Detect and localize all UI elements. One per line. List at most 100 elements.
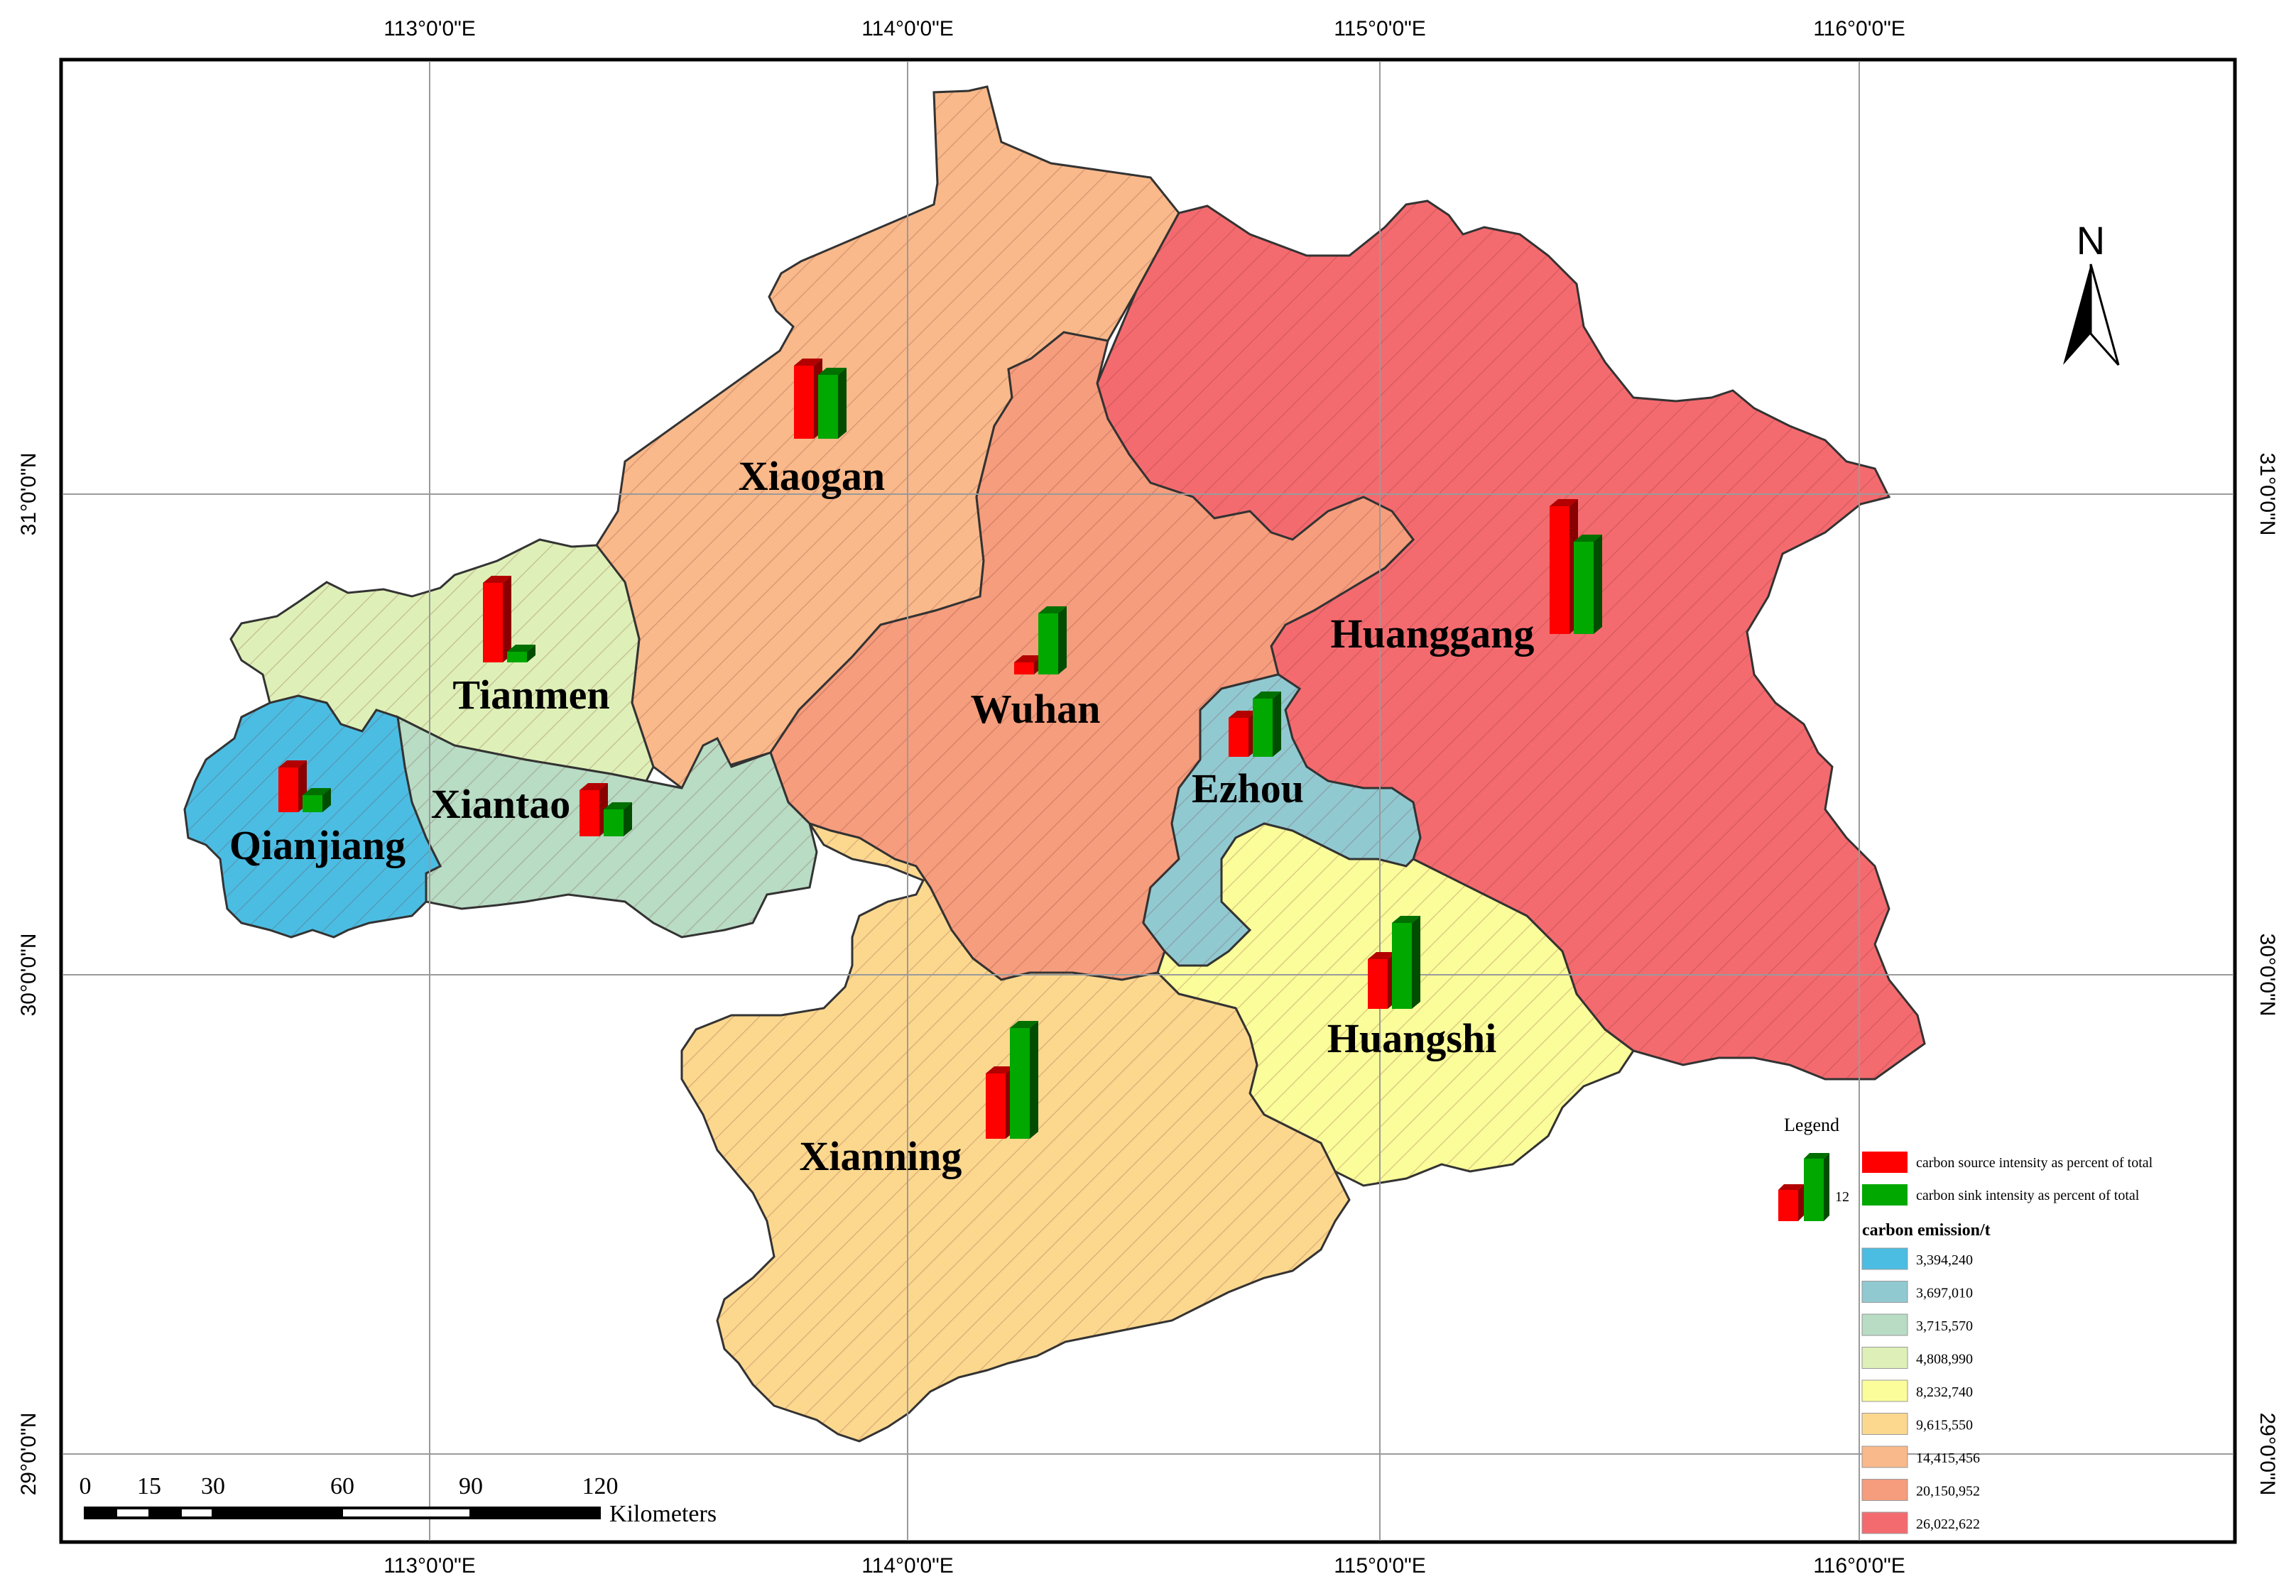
latitude-labels-right: 31°0'0"N 30°0'0"N 29°0'0"N	[2256, 453, 2279, 1496]
bar-pair-tianmen	[483, 576, 535, 662]
scale-tick: 120	[582, 1473, 619, 1499]
lon-label: 114°0'0"E	[861, 17, 954, 40]
lat-label: 31°0'0"N	[17, 453, 40, 536]
source-bar	[1014, 662, 1034, 674]
legend-class-label: 8,232,740	[1916, 1384, 1973, 1400]
legend-sink-swatch	[1862, 1184, 1908, 1206]
lat-label: 29°0'0"N	[2256, 1413, 2279, 1496]
region-hatch	[597, 87, 1179, 788]
legend-class-label: 3,394,240	[1916, 1252, 1973, 1268]
source-bar	[580, 790, 599, 836]
legend-sample-bars: 12	[1778, 1153, 1849, 1221]
city-label-ezhou: Ezhou	[1192, 765, 1304, 811]
lon-label: 113°0'0"E	[383, 1554, 476, 1578]
latitude-labels-left: 31°0'0"N 30°0'0"N 29°0'0"N	[17, 453, 40, 1496]
bar-pair-ezhou	[1229, 692, 1281, 757]
scale-tick: 90	[459, 1473, 483, 1499]
city-label-huangshi: Huangshi	[1327, 1015, 1497, 1061]
city-label-huanggang: Huanggang	[1331, 611, 1535, 657]
legend-class-label: 26,022,622	[1916, 1516, 1980, 1532]
legend-class-swatch	[1861, 1445, 1908, 1468]
source-bar	[1229, 718, 1248, 757]
region-hatch	[771, 332, 1413, 980]
city-labels: Xiaogan Tianmen Xiantao Qianjiang Wuhan …	[229, 453, 1535, 1179]
sink-bar	[303, 795, 322, 812]
sink-bar	[1574, 542, 1594, 634]
longitude-labels-bottom: 113°0'0"E 114°0'0"E 115°0'0"E 116°0'0"E	[383, 1554, 1905, 1578]
lat-label: 31°0'0"N	[2256, 453, 2279, 536]
region-hatch	[185, 696, 440, 937]
bar-pair-wuhan	[1014, 606, 1067, 674]
legend-title: Legend	[1784, 1115, 1839, 1135]
city-label-xianning: Xianning	[800, 1133, 962, 1179]
north-arrow-icon-half	[2089, 263, 2120, 366]
longitude-labels-top: 113°0'0"E 114°0'0"E 115°0'0"E 116°0'0"E	[383, 17, 1905, 40]
scale-tick: 60	[330, 1473, 354, 1499]
lon-label: 113°0'0"E	[383, 17, 476, 40]
legend-class-swatch	[1861, 1379, 1908, 1402]
lon-label: 115°0'0"E	[1334, 17, 1426, 40]
legend-class-swatch	[1861, 1347, 1908, 1369]
lon-label: 116°0'0"E	[1813, 17, 1905, 40]
bar-pair-qianjiang	[278, 760, 331, 812]
source-bar	[986, 1073, 1006, 1139]
scale-tick: 30	[201, 1473, 225, 1499]
legend-classes: 3,394,240 3,697,010 3,715,570 4,808,990 8,23…	[1861, 1247, 1980, 1534]
lat-label: 29°0'0"N	[17, 1413, 40, 1496]
legend-class-swatch	[1861, 1313, 1908, 1336]
legend-class-label: 4,808,990	[1916, 1352, 1973, 1367]
lat-label: 30°0'0"N	[17, 934, 40, 1017]
sink-bar	[1010, 1028, 1030, 1139]
graticule	[62, 61, 2234, 1541]
bar-pair-xiantao	[580, 783, 632, 836]
sink-bar	[604, 809, 624, 836]
source-bar	[794, 366, 814, 439]
legend-source-swatch	[1862, 1152, 1908, 1173]
city-label-wuhan: Wuhan	[971, 686, 1101, 732]
legend-sink-label: carbon sink intensity as percent of tota…	[1916, 1188, 2140, 1203]
lon-label: 116°0'0"E	[1813, 1554, 1905, 1578]
legend-class-swatch	[1861, 1479, 1908, 1501]
source-bar	[483, 583, 503, 662]
legend-source-label: carbon source intensity as percent of to…	[1916, 1155, 2153, 1171]
bar-pair-huangshi	[1368, 916, 1420, 1009]
scale-tick: 0	[80, 1473, 92, 1499]
legend-class-label: 3,697,010	[1916, 1286, 1973, 1301]
sink-bar	[1253, 699, 1273, 757]
city-label-tianmen: Tianmen	[452, 672, 609, 718]
legend: Legend 12 carbon source intensity as per…	[1778, 1115, 2153, 1534]
north-arrow-icon	[2063, 264, 2091, 365]
city-label-qianjiang: Qianjiang	[229, 822, 406, 868]
north-arrow: N	[2063, 218, 2120, 366]
region-hatching	[185, 87, 1925, 1441]
sink-bar	[1038, 613, 1058, 674]
bar-pair-xiaogan	[794, 359, 847, 439]
lon-label: 115°0'0"E	[1334, 1554, 1426, 1578]
legend-class-swatch	[1861, 1281, 1908, 1303]
sink-bar	[1392, 923, 1412, 1009]
lon-label: 114°0'0"E	[861, 1554, 954, 1578]
legend-class-label: 9,615,550	[1916, 1418, 1973, 1433]
bar-pair-huanggang	[1550, 499, 1602, 634]
scale-bar: 0 15 30 60 90 120 Kilometers	[80, 1473, 717, 1527]
region-hatch	[1097, 201, 1925, 1079]
legend-class-swatch	[1861, 1512, 1908, 1534]
bar-pair-xianning	[986, 1021, 1038, 1139]
legend-class-label: 20,150,952	[1916, 1484, 1980, 1499]
source-bar	[1368, 959, 1388, 1009]
source-bar	[278, 767, 298, 812]
legend-class-swatch	[1861, 1247, 1908, 1270]
scale-unit: Kilometers	[609, 1501, 717, 1527]
region-hatch	[231, 540, 653, 781]
lat-label: 30°0'0"N	[2256, 934, 2279, 1017]
legend-class-swatch	[1861, 1413, 1908, 1435]
carbon-bar-glyphs	[278, 359, 1602, 1139]
region-hatch	[1143, 674, 1420, 966]
sink-bar	[507, 652, 527, 662]
north-label: N	[2077, 218, 2105, 263]
source-bar	[1550, 506, 1569, 634]
legend-emission-title: carbon emission/t	[1862, 1221, 1991, 1240]
legend-sample-value: 12	[1835, 1189, 1849, 1205]
sink-bar	[818, 375, 838, 439]
